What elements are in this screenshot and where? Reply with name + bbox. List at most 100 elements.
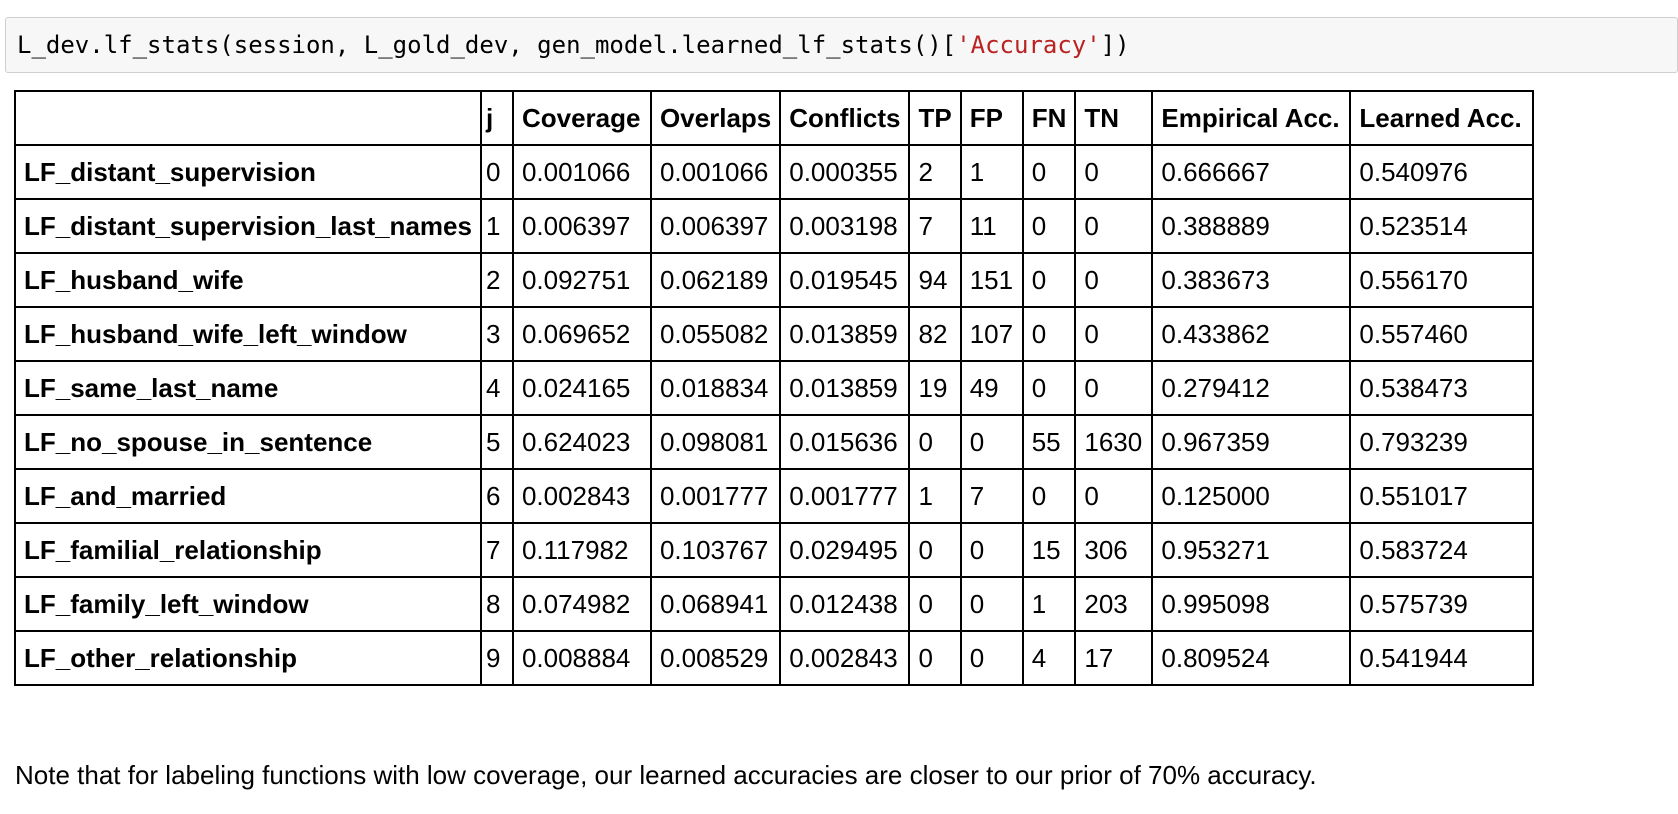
table-cell: 0 — [959, 576, 1024, 632]
table-cell: 0.006397 — [511, 198, 652, 254]
table-cell: 0.003198 — [779, 198, 911, 254]
row-label: LF_husband_wife — [14, 252, 482, 308]
table-cell: 0.013859 — [779, 306, 911, 362]
column-header: Learned Acc. — [1349, 90, 1535, 146]
table-cell: 0.001777 — [779, 468, 911, 524]
table-row: LF_other_relationship 9 0.008884 0.00852… — [14, 630, 1535, 686]
table-cell: 0 — [479, 144, 514, 200]
table-cell: 0.029495 — [779, 522, 911, 578]
table-cell: 0.666667 — [1151, 144, 1352, 200]
table-cell: 0.117982 — [511, 522, 652, 578]
table-cell: 2 — [908, 144, 962, 200]
row-label: LF_family_left_window — [14, 576, 482, 632]
table-cell: 7 — [959, 468, 1024, 524]
table-cell: 5 — [479, 414, 514, 470]
table-cell: 0.062189 — [649, 252, 782, 308]
table-cell: 0.995098 — [1151, 576, 1352, 632]
table-cell: 0 — [959, 414, 1024, 470]
table-cell: 0.433862 — [1151, 306, 1352, 362]
table-cell: 1 — [479, 198, 514, 254]
table-row: LF_same_last_name 4 0.024165 0.018834 0.… — [14, 360, 1535, 416]
table-cell: 0.583724 — [1349, 522, 1535, 578]
table-cell: 0.557460 — [1349, 306, 1535, 362]
table-cell: 0.013859 — [779, 360, 911, 416]
code-prefix: L_dev.lf_stats(session, L_gold_dev, gen_… — [17, 31, 957, 59]
table-cell: 0 — [1021, 306, 1077, 362]
code-cell[interactable]: L_dev.lf_stats(session, L_gold_dev, gen_… — [5, 17, 1678, 73]
table-cell: 0.008529 — [649, 630, 782, 686]
column-header: j — [479, 90, 514, 146]
row-label: LF_and_married — [14, 468, 482, 524]
lf-stats-table: j Coverage Overlaps Conflicts TP FP FN T… — [14, 90, 1535, 686]
code-suffix: ]) — [1100, 31, 1130, 59]
table-cell: 203 — [1074, 576, 1154, 632]
table-cell: 82 — [908, 306, 962, 362]
table-cell: 1630 — [1074, 414, 1154, 470]
table-cell: 0.523514 — [1349, 198, 1535, 254]
table-cell: 0 — [1021, 144, 1077, 200]
table-cell: 1 — [959, 144, 1024, 200]
table-row: LF_no_spouse_in_sentence 5 0.624023 0.09… — [14, 414, 1535, 470]
row-label: LF_distant_supervision_last_names — [14, 198, 482, 254]
row-label: LF_husband_wife_left_window — [14, 306, 482, 362]
table-row: LF_distant_supervision_last_names 1 0.00… — [14, 198, 1535, 254]
table-cell: 7 — [908, 198, 962, 254]
row-label: LF_other_relationship — [14, 630, 482, 686]
table-row: LF_husband_wife 2 0.092751 0.062189 0.01… — [14, 252, 1535, 308]
table-cell: 0.383673 — [1151, 252, 1352, 308]
column-header: Coverage — [511, 90, 652, 146]
table-cell: 0 — [1074, 468, 1154, 524]
column-header: FN — [1021, 90, 1077, 146]
markdown-note: Note that for labeling functions with lo… — [15, 760, 1317, 790]
table-cell: 0.068941 — [649, 576, 782, 632]
table-header-row: j Coverage Overlaps Conflicts TP FP FN T… — [14, 90, 1535, 146]
table-cell: 0.809524 — [1151, 630, 1352, 686]
table-row: LF_and_married 6 0.002843 0.001777 0.001… — [14, 468, 1535, 524]
table-cell: 0.103767 — [649, 522, 782, 578]
table-cell: 6 — [479, 468, 514, 524]
table-cell: 0 — [1074, 198, 1154, 254]
table-cell: 0.001777 — [649, 468, 782, 524]
table-cell: 0.624023 — [511, 414, 652, 470]
table-cell: 0.388889 — [1151, 198, 1352, 254]
column-header: Overlaps — [649, 90, 782, 146]
table-cell: 0.793239 — [1349, 414, 1535, 470]
table-cell: 15 — [1021, 522, 1077, 578]
row-label: LF_no_spouse_in_sentence — [14, 414, 482, 470]
table-cell: 0.008884 — [511, 630, 652, 686]
table-cell: 0.551017 — [1349, 468, 1535, 524]
table-cell: 8 — [479, 576, 514, 632]
table-row: LF_husband_wife_left_window 3 0.069652 0… — [14, 306, 1535, 362]
table-cell: 1 — [908, 468, 962, 524]
table-cell: 0.000355 — [779, 144, 911, 200]
table-row: LF_distant_supervision 0 0.001066 0.0010… — [14, 144, 1535, 200]
code-string-literal: 'Accuracy' — [956, 31, 1101, 59]
table-cell: 55 — [1021, 414, 1077, 470]
table-cell: 0.575739 — [1349, 576, 1535, 632]
table-cell: 0.125000 — [1151, 468, 1352, 524]
table-cell: 0 — [1074, 252, 1154, 308]
table-cell: 0 — [1021, 468, 1077, 524]
table-cell: 0.018834 — [649, 360, 782, 416]
table-cell: 0.540976 — [1349, 144, 1535, 200]
column-header — [14, 90, 482, 146]
table-cell: 0.001066 — [649, 144, 782, 200]
column-header: Empirical Acc. — [1151, 90, 1352, 146]
table-cell: 0 — [1074, 360, 1154, 416]
table-cell: 1 — [1021, 576, 1077, 632]
table-cell: 0.015636 — [779, 414, 911, 470]
table-cell: 0 — [908, 414, 962, 470]
table-cell: 0.098081 — [649, 414, 782, 470]
table-cell: 107 — [959, 306, 1024, 362]
table-cell: 17 — [1074, 630, 1154, 686]
table-cell: 306 — [1074, 522, 1154, 578]
table-cell: 0.279412 — [1151, 360, 1352, 416]
table-cell: 151 — [959, 252, 1024, 308]
table-cell: 0 — [959, 522, 1024, 578]
table-cell: 0.055082 — [649, 306, 782, 362]
table-cell: 0.556170 — [1349, 252, 1535, 308]
table-cell: 0.002843 — [779, 630, 911, 686]
table-row: LF_familial_relationship 7 0.117982 0.10… — [14, 522, 1535, 578]
row-label: LF_familial_relationship — [14, 522, 482, 578]
table-cell: 0.538473 — [1349, 360, 1535, 416]
